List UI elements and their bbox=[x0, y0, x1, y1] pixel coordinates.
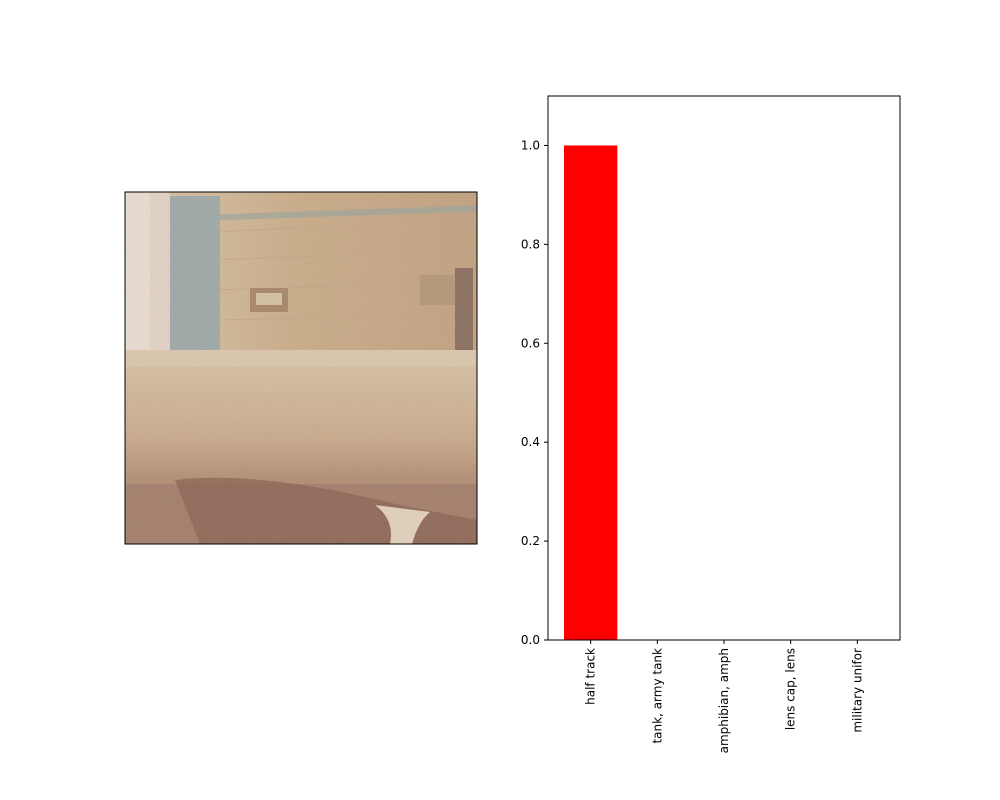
photo-panel bbox=[125, 192, 477, 544]
xtick-label-4: military unifor bbox=[850, 648, 864, 733]
xtick-label-1: tank, army tank bbox=[650, 648, 664, 744]
photo-frame bbox=[124, 191, 478, 545]
ytick-label-2: 0.4 bbox=[521, 435, 540, 449]
ytick-label-4: 0.8 bbox=[521, 237, 540, 251]
bar-0 bbox=[564, 145, 618, 641]
ytick-label-3: 0.6 bbox=[521, 336, 540, 350]
xtick-label-3: lens cap, lens bbox=[784, 648, 798, 730]
xtick-label-2: amphibian, amph bbox=[717, 648, 731, 753]
ytick-label-5: 1.0 bbox=[521, 138, 540, 152]
ytick-label-0: 0.0 bbox=[521, 633, 540, 647]
bar-chart: 0.0 0.2 0.4 0.6 0.8 1.0 half track tank, army … bbox=[521, 95, 901, 753]
xtick-label-0: half track bbox=[584, 648, 598, 705]
ytick-label-1: 0.2 bbox=[521, 534, 540, 548]
